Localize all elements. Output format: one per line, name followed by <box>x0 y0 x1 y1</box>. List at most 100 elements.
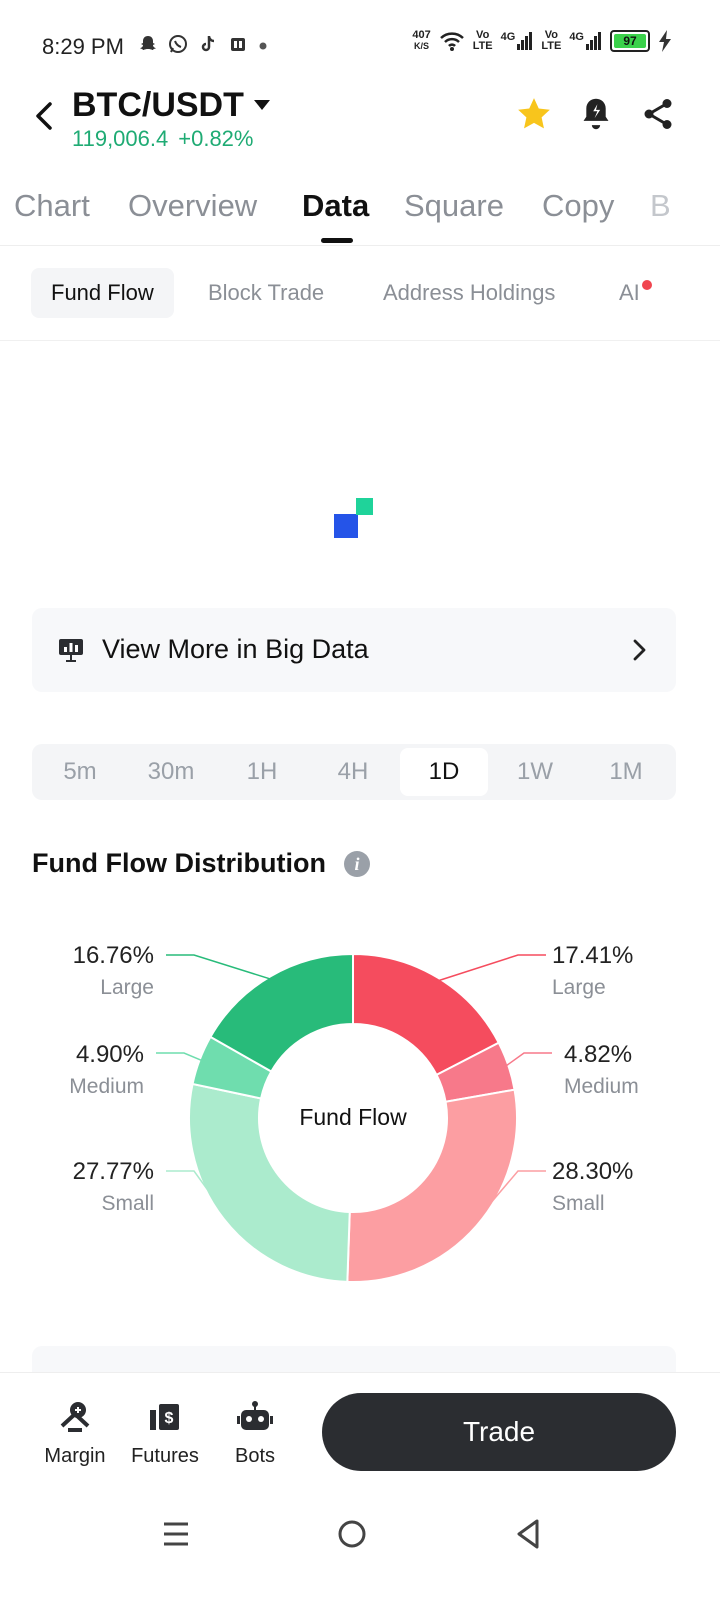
leader-line-inflow-large <box>166 954 273 981</box>
battery-level: 97 <box>614 34 646 48</box>
data-sub-tabs: Fund Flow Block Trade Address Holdings A… <box>0 268 720 340</box>
last-price: 119,006.4 <box>72 126 169 151</box>
big-data-label: View More in Big Data <box>102 634 369 664</box>
home-icon <box>338 1520 366 1548</box>
donut-slice-outflow-small <box>346 1088 518 1283</box>
volte-2-top: Vo <box>544 29 558 41</box>
signal-2-gen: 4G <box>569 31 584 43</box>
tab-overview[interactable]: Overview <box>128 188 258 223</box>
outflow-medium-label: Medium <box>564 1075 639 1098</box>
time-option-1m[interactable]: 1M <box>609 758 643 785</box>
tab-square[interactable]: Square <box>404 188 504 223</box>
bots-button[interactable]: Bots <box>210 1397 300 1468</box>
svg-text:$: $ <box>165 1410 174 1427</box>
whatsapp-icon <box>169 35 187 53</box>
tab-copy[interactable]: Copy <box>542 188 615 223</box>
tab-partial[interactable]: B <box>650 188 671 223</box>
volte-1-bottom: LTE <box>472 40 493 52</box>
price-line: 119,006.4 +0.82% <box>72 126 253 152</box>
alert-bell-icon <box>583 98 609 130</box>
recent-apps-button[interactable] <box>146 1512 206 1556</box>
subtab-address-holdings[interactable]: Address Holdings <box>383 280 556 305</box>
donut-slice-inflow-small <box>188 1082 351 1283</box>
inflow-small-pct: 27.77% <box>72 1158 154 1185</box>
volte-1: Vo LTE <box>473 30 493 52</box>
loading-logo-blue-square <box>334 514 358 538</box>
margin-label: Margin <box>44 1445 106 1467</box>
donut-center-label: Fund Flow <box>299 1104 407 1130</box>
tab-chart[interactable]: Chart <box>14 188 90 223</box>
futures-icon: $ <box>150 1404 179 1430</box>
presentation-chart-icon <box>59 639 83 662</box>
subtab-ai[interactable]: AI <box>599 268 670 318</box>
time-option-1w[interactable]: 1W <box>517 758 553 785</box>
margin-button[interactable]: Margin <box>30 1397 120 1468</box>
chevron-right-icon <box>633 639 646 661</box>
bots-icon <box>237 1401 273 1430</box>
app-notification-icon <box>231 38 245 51</box>
snapchat-icon <box>140 36 156 50</box>
back-arrow-icon <box>36 102 52 130</box>
net-speed-value: 407 <box>412 29 431 41</box>
caret-down-icon <box>254 100 270 110</box>
volte-1-top: Vo <box>476 29 490 41</box>
back-button[interactable] <box>28 96 64 136</box>
pair-title[interactable]: BTC/USDT <box>72 86 244 124</box>
system-back-button[interactable] <box>498 1512 558 1556</box>
star-icon <box>518 98 550 129</box>
time-option-30m[interactable]: 30m <box>147 758 195 785</box>
futures-label: Futures <box>131 1445 199 1467</box>
outflow-large-pct: 17.41% <box>552 942 634 969</box>
subtab-ai-label: AI <box>619 280 640 305</box>
favorite-button[interactable] <box>514 94 554 134</box>
price-alert-button[interactable] <box>576 94 616 134</box>
time-range-selector: 5m 30m 1H 4H 1D 1W 1M <box>32 744 676 800</box>
sub-tabs-divider <box>0 340 720 341</box>
share-icon <box>644 99 672 129</box>
distribution-title: Fund Flow Distribution <box>32 848 326 878</box>
leader-line-inflow-medium <box>156 1052 204 1062</box>
outflow-small-label: Small <box>552 1192 605 1215</box>
price-change: +0.82% <box>178 126 254 151</box>
volte-2-bottom: LTE <box>541 40 562 52</box>
pair-header: BTC/USDT 119,006.4 +0.82% <box>0 80 720 160</box>
time-option-1d[interactable]: 1D <box>400 748 488 796</box>
inflow-medium-pct: 4.90% <box>75 1041 144 1068</box>
outflow-medium-pct: 4.82% <box>564 1041 633 1068</box>
time-option-4h[interactable]: 4H <box>337 758 369 785</box>
tab-data[interactable]: Data <box>302 188 370 223</box>
status-bar: 8:29 PM 407 K/S Vo LTE 4G Vo LTE 4G 97 <box>0 0 720 90</box>
share-button[interactable] <box>638 94 678 134</box>
main-tabs: Chart Overview Data Square Copy B <box>0 180 720 246</box>
outflow-small-pct: 28.30% <box>552 1158 634 1185</box>
time-option-1h[interactable]: 1H <box>246 758 278 785</box>
trade-button[interactable]: Trade <box>322 1393 676 1471</box>
more-dot-icon <box>259 42 267 50</box>
system-nav-bar <box>0 1492 720 1600</box>
leader-line-outflow-medium <box>504 1052 552 1068</box>
leader-line-inflow-small <box>166 1170 228 1217</box>
pair-selector-caret[interactable] <box>252 98 272 117</box>
time-option-5m[interactable]: 5m <box>63 758 97 785</box>
big-data-link[interactable]: View More in Big Data <box>32 608 676 692</box>
menu-icon <box>164 1522 188 1546</box>
inflow-large-pct: 16.76% <box>72 942 154 969</box>
volte-2: Vo LTE <box>541 30 561 52</box>
subtab-block-trade[interactable]: Block Trade <box>208 280 325 305</box>
new-badge-dot <box>641 280 652 290</box>
outflow-large-label: Large <box>552 976 606 999</box>
margin-icon <box>60 1402 90 1432</box>
home-button[interactable] <box>322 1512 382 1556</box>
fund-flow-chart: Fund Flow 16.76% Large 4.90% Medium 27.7… <box>0 930 720 1300</box>
status-time: 8:29 PM <box>42 34 124 59</box>
inflow-large-label: Large <box>100 976 154 999</box>
subtab-fund-flow[interactable]: Fund Flow <box>31 268 174 318</box>
wifi-icon <box>439 32 464 51</box>
active-tab-indicator <box>321 238 353 243</box>
bottom-action-bar: Margin $ Futures Bots Trade <box>0 1372 720 1492</box>
futures-button[interactable]: $ Futures <box>120 1397 210 1468</box>
loading-logo <box>334 498 374 538</box>
leader-line-outflow-small <box>473 1170 546 1224</box>
info-icon[interactable]: i <box>344 851 370 877</box>
leader-line-outflow-large <box>436 954 546 983</box>
